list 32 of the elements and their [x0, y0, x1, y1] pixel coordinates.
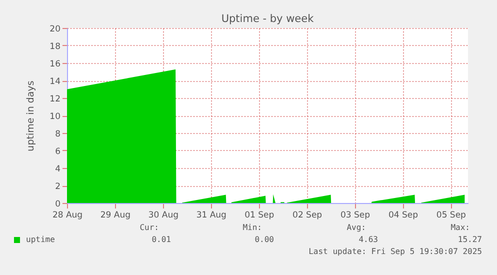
y-tick-label: 14 [50, 77, 60, 87]
y-tick-label: 16 [50, 60, 60, 70]
y-tick-label: 2 [55, 182, 60, 192]
y-tick-label: 4 [55, 164, 60, 174]
text: 0.01 [152, 235, 172, 244]
x-tick-label: 05 Sep [436, 210, 466, 220]
y-tick-label: 10 [50, 112, 60, 122]
text: Avg: [346, 223, 366, 232]
text: Min: [242, 223, 262, 232]
legend-label: uptime [26, 235, 56, 244]
y-tick-label: 12 [50, 94, 60, 104]
y-axis-title: uptime in days [26, 80, 37, 152]
x-tick-label: 04 Sep [388, 210, 418, 220]
text: 0.00 [254, 235, 274, 244]
text: Cur: [140, 223, 159, 232]
x-tick-label: 31 Aug [196, 210, 226, 220]
y-tick-label: 20 [50, 24, 60, 34]
x-tick-label: 01 Sep [244, 210, 274, 220]
x-tick-label: 29 Aug [100, 210, 131, 220]
text: Max: [450, 223, 470, 232]
y-tick-label: 18 [50, 42, 60, 52]
y-tick-label: 6 [55, 147, 60, 157]
chart-title: Uptime - by week [221, 13, 315, 25]
y-tick-label: 0 [55, 200, 60, 210]
text: 4.63 [358, 235, 378, 244]
text: Last update: Fri Sep 5 19:30:07 2025 [308, 247, 482, 256]
x-tick-label: 02 Sep [292, 210, 322, 220]
x-tick-label: 30 Aug [148, 210, 178, 220]
y-tick-label: 8 [55, 130, 60, 140]
text: 15.27 [458, 235, 482, 244]
x-tick-label: 03 Sep [340, 210, 370, 220]
x-tick-label: 28 Aug [52, 210, 83, 220]
